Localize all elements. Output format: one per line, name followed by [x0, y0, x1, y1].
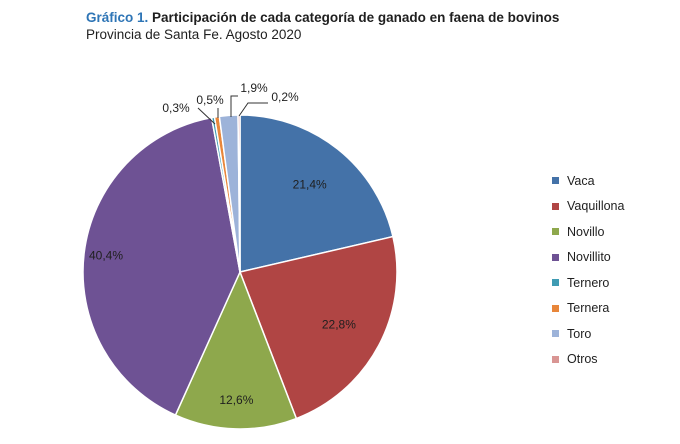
data-label-vaca: 21,4%: [293, 177, 327, 191]
legend-item-toro: Toro: [552, 321, 624, 347]
legend-swatch-ternera: [552, 304, 559, 312]
legend-swatch-vaca: [552, 177, 559, 185]
pie-slice-vaca: [239, 114, 394, 273]
leader-line-ternero: [197, 107, 216, 125]
data-labels: 21,4% 22,8% 12,6% 40,4% 0,3% 0,5% 1,9%0,2%: [89, 81, 356, 407]
legend-swatch-toro: [552, 330, 559, 338]
leader-line-toro: [230, 95, 238, 117]
pie-slice-novillo: [174, 270, 298, 430]
legend-item-ternero: Ternero: [552, 270, 624, 296]
legend-swatch-novillito: [552, 253, 559, 261]
legend-item-vaquillona: Vaquillona: [552, 194, 624, 220]
legend-item-novillito: Novillito: [552, 245, 624, 271]
legend-label-otros: Otros: [567, 352, 598, 367]
data-label-novillo: 12,6%: [219, 393, 253, 407]
chart-subtitle: Provincia de Santa Fe. Agosto 2020: [86, 27, 302, 42]
data-label-ternera: 0,5%: [196, 93, 224, 107]
legend-label-novillo: Novillo: [567, 224, 605, 239]
legend-item-novillo: Novillo: [552, 219, 624, 245]
legend-label-ternera: Ternera: [567, 301, 610, 316]
legend-swatch-vaquillona: [552, 202, 559, 210]
chart-title-prefix: Gráfico 1.: [86, 10, 149, 25]
chart-header: Gráfico 1. Participación de cada categor…: [86, 10, 559, 42]
data-label-ternero: 0,3%: [162, 101, 190, 115]
data-label-novillito: 40,4%: [89, 249, 123, 263]
legend-item-vaca: Vaca: [552, 168, 624, 194]
chart-title: Gráfico 1. Participación de cada categor…: [86, 10, 559, 25]
pie-slice-novillito: [82, 116, 241, 417]
legend-swatch-novillo: [552, 228, 559, 236]
leader-line-otros: [238, 102, 268, 117]
legend-swatch-ternero: [552, 279, 559, 287]
legend-item-otros: Otros: [552, 347, 624, 373]
legend-label-ternero: Ternero: [567, 275, 610, 290]
data-label-otros: 0,2%: [271, 90, 299, 104]
legend-label-toro: Toro: [567, 326, 592, 341]
label-leader-lines: [197, 95, 268, 125]
legend-label-vaca: Vaca: [567, 173, 595, 188]
legend-label-vaquillona: Vaquillona: [567, 199, 625, 214]
legend-label-novillito: Novillito: [567, 250, 611, 265]
chart-legend: Vaca Vaquillona Novillo Novillito Ternero Ter…: [552, 168, 624, 372]
legend-swatch-otros: [552, 355, 559, 363]
chart-title-text: Participación de cada categoría de ganad…: [152, 10, 560, 25]
legend-item-ternera: Ternera: [552, 296, 624, 322]
data-label-toro: 1,9%: [240, 81, 268, 95]
pie-slices: [82, 114, 398, 430]
data-label-vaquillona: 22,8%: [322, 318, 356, 332]
